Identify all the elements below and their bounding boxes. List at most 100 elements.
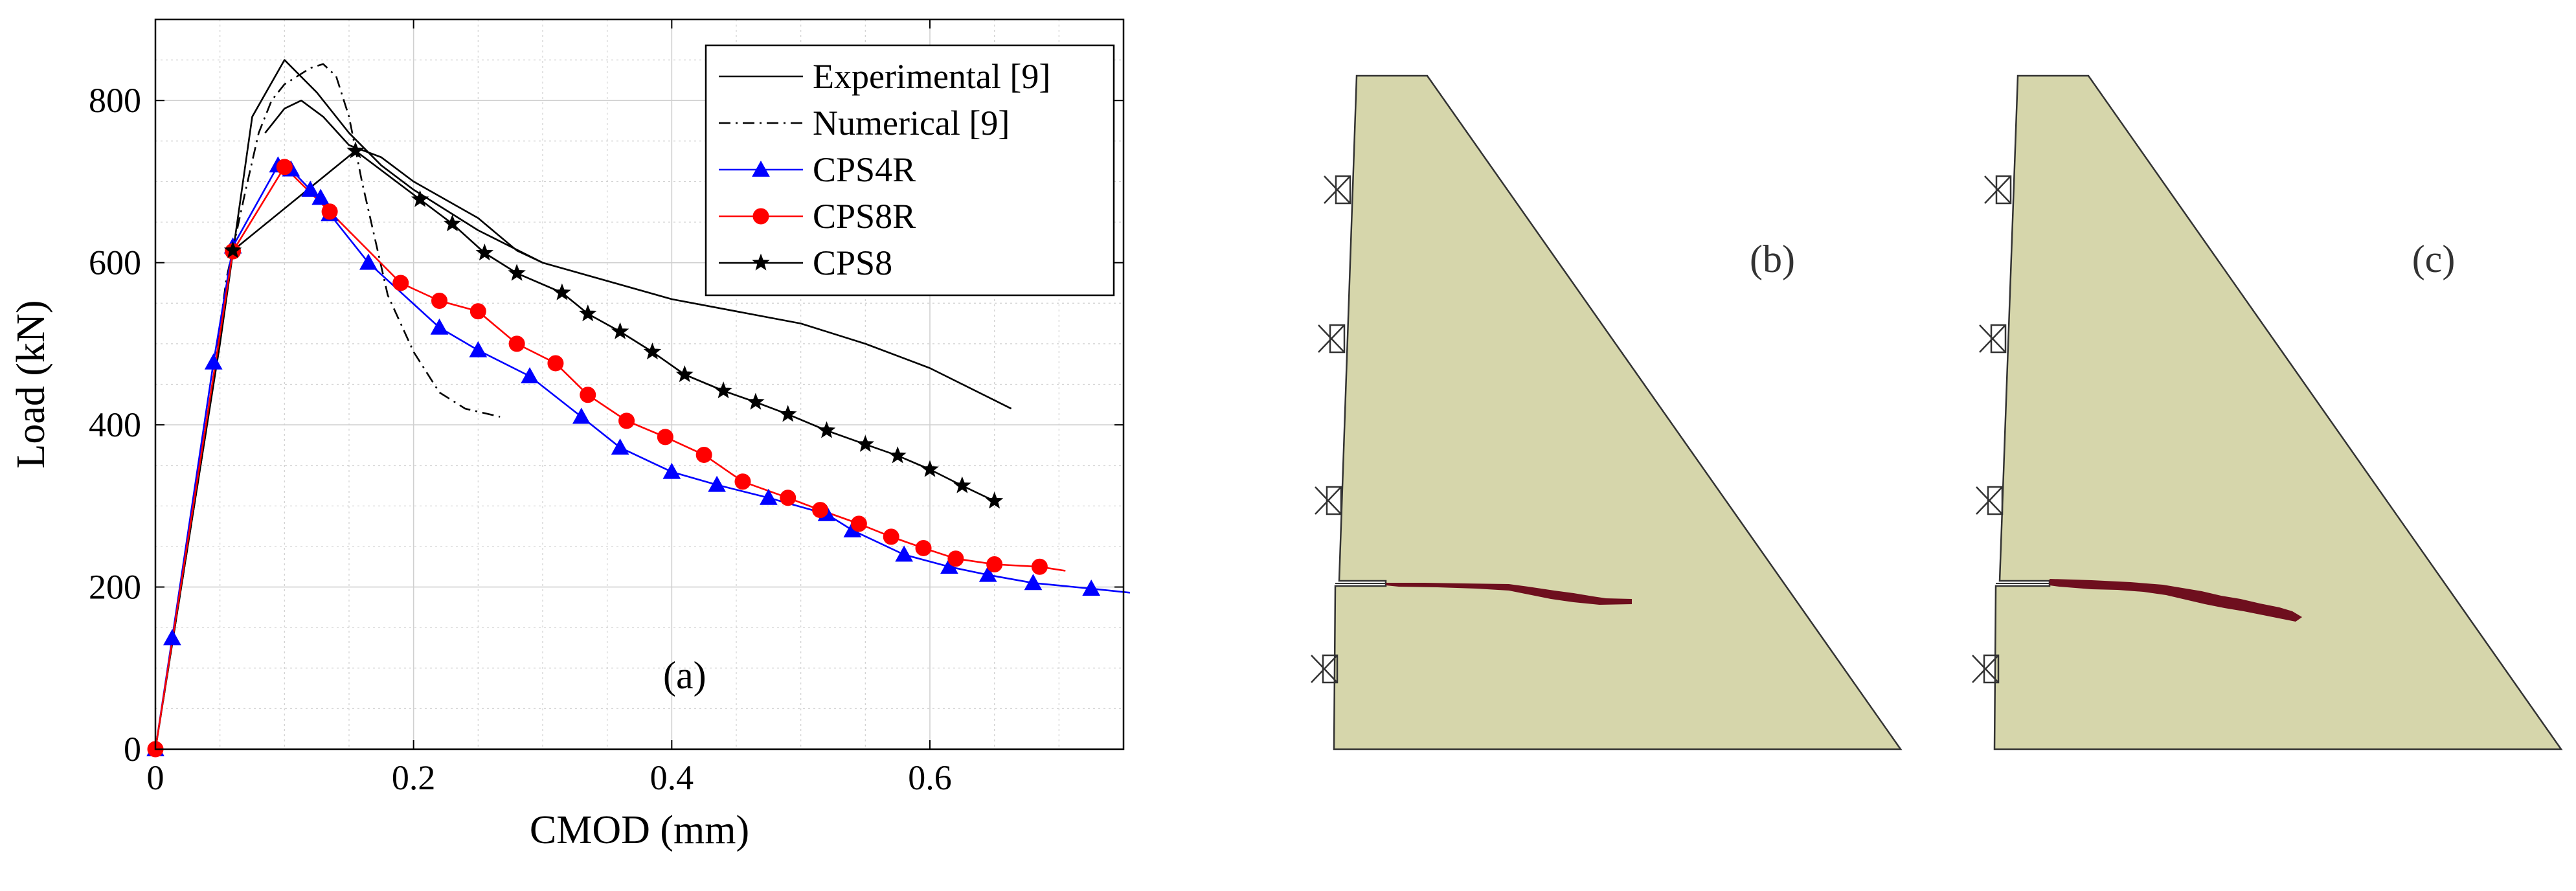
data-point-cps4r — [572, 407, 591, 424]
data-point-cps8r — [547, 355, 564, 372]
data-point-cps8 — [508, 264, 526, 281]
data-point-cps8r — [392, 275, 409, 291]
data-point-cps4r — [521, 367, 539, 383]
dam-body — [1993, 74, 2563, 750]
crack-region — [2050, 579, 2302, 622]
data-point-cps4r — [1082, 580, 1101, 596]
y-axis-label: Load (kN) — [9, 300, 53, 469]
legend-label: CPS8R — [813, 197, 916, 236]
data-point-cps8 — [553, 283, 571, 300]
data-point-cps8r — [618, 412, 635, 429]
legend-label: Numerical [9] — [813, 104, 1010, 142]
support-cross-icon — [1311, 655, 1338, 683]
data-point-cps8r — [812, 502, 829, 519]
data-point-cps8 — [985, 491, 1004, 509]
legend-entries: Experimental [9] Numerical [9] CPS4R CPS8R C… — [719, 57, 1050, 282]
data-point-cps8 — [921, 460, 939, 477]
data-point-cps8r — [276, 159, 293, 175]
data-point-cps8 — [856, 434, 875, 452]
data-point-cps8 — [953, 476, 971, 493]
axis-tick-labels: 0 0.2 0.4 0.6 0 200 400 600 800 — [89, 81, 952, 797]
x-tick-label: 0.4 — [650, 758, 694, 797]
panel-label-c: (c) — [2412, 238, 2456, 280]
y-tick-label: 800 — [89, 81, 141, 120]
legend: Experimental [9] Numerical [9] CPS4R CPS8R C… — [705, 44, 1115, 297]
plot-frame — [154, 18, 1125, 750]
support-marker — [1322, 654, 1339, 684]
dam-body — [1333, 74, 1903, 750]
data-point-cps8r — [508, 335, 525, 352]
support-cross-icon — [1972, 655, 1999, 683]
series-markers — [146, 141, 1101, 758]
data-point-cps8r — [580, 387, 596, 403]
data-point-cps4r — [469, 341, 488, 357]
support-markers-b — [1311, 175, 1351, 684]
support-marker — [1995, 175, 2012, 205]
y-tick-label: 400 — [89, 405, 141, 444]
x-axis-label: CMOD (mm) — [530, 808, 749, 852]
series-line-experimental-9 — [154, 59, 1012, 750]
data-point-cps8r — [657, 429, 673, 446]
data-point-cps8r — [734, 473, 751, 490]
x-tick-label: 0 — [147, 758, 164, 797]
support-marker — [1329, 324, 1346, 354]
data-point-cps4r — [611, 438, 629, 455]
data-point-cps8 — [223, 241, 242, 258]
support-cross-icon — [1318, 324, 1345, 353]
panel-label-b: (b) — [1750, 238, 1795, 280]
data-point-cps8r — [695, 446, 712, 463]
data-point-cps4r — [163, 629, 181, 646]
data-point-cps8r — [947, 550, 964, 567]
dam-panel-b: (b) — [1311, 74, 1903, 750]
data-point-cps4r — [1024, 574, 1043, 591]
data-point-cps8 — [643, 342, 662, 360]
data-point-cps8r — [780, 490, 797, 506]
data-point-cps8r — [469, 303, 486, 320]
data-point-cps8 — [888, 446, 907, 464]
legend-marker — [752, 208, 769, 225]
data-point-cps8 — [675, 365, 694, 383]
y-tick-label: 0 — [124, 730, 141, 769]
crack-region — [1386, 583, 1632, 605]
axis-ticks — [155, 19, 1124, 750]
legend-entry: CPS8 — [719, 243, 892, 282]
data-point-cps4r — [359, 253, 378, 270]
support-marker — [1983, 654, 2000, 684]
data-point-cps8 — [779, 405, 797, 422]
x-tick-label: 0.2 — [392, 758, 436, 797]
data-point-cps8 — [411, 190, 429, 207]
data-point-cps8r — [883, 528, 899, 545]
x-tick-label: 0.6 — [908, 758, 952, 797]
data-point-cps4r — [978, 565, 997, 582]
data-point-cps8r — [986, 556, 1003, 572]
y-tick-label: 200 — [89, 568, 141, 607]
data-point-cps8r — [1031, 558, 1048, 575]
data-point-cps4r — [662, 462, 681, 479]
legend-marker — [752, 253, 770, 271]
data-point-cps4r — [430, 318, 449, 335]
legend-marker — [752, 160, 770, 177]
data-point-cps4r — [311, 188, 330, 205]
data-point-cps8 — [714, 381, 732, 399]
support-cross-icon — [1984, 175, 2011, 204]
data-point-cps4r — [204, 353, 223, 370]
legend-label: Experimental [9] — [813, 57, 1050, 96]
data-point-cps8r — [321, 203, 338, 220]
data-point-cps8r — [431, 293, 448, 310]
support-cross-icon — [1324, 175, 1351, 204]
support-cross-icon — [1315, 486, 1342, 515]
y-tick-label: 600 — [89, 243, 141, 282]
support-markers-c — [1972, 175, 2012, 684]
legend-entry: CPS4R — [719, 150, 916, 189]
data-point-cps8 — [443, 214, 462, 232]
legend-entry: Experimental [9] — [719, 57, 1050, 96]
data-point-cps4r — [301, 180, 320, 197]
support-cross-icon — [1976, 486, 2003, 515]
data-point-cps8r — [850, 515, 867, 532]
series-line-experimental-9 — [264, 99, 543, 264]
support-marker — [1326, 486, 1342, 515]
data-point-cps8 — [817, 421, 836, 438]
dam-panel-c: (c) — [1972, 74, 2563, 750]
legend-entry: CPS8R — [719, 197, 916, 236]
